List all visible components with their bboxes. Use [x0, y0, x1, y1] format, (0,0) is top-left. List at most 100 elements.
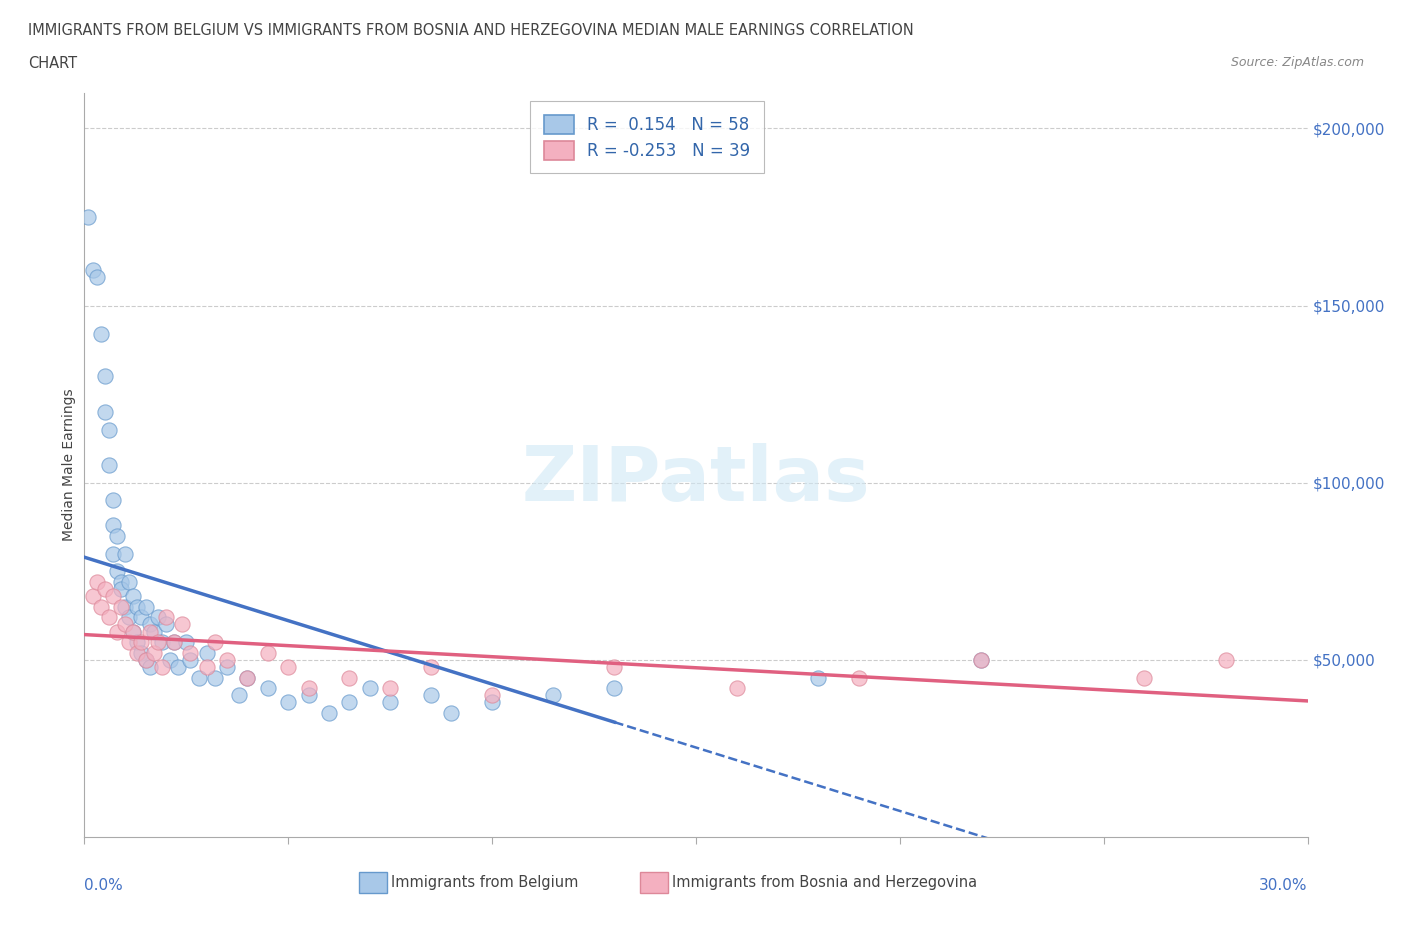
Point	[150, 659, 173, 674]
Point	[77, 209, 100, 224]
Text: IMMIGRANTS FROM BELGIUM VS IMMIGRANTS FROM BOSNIA AND HERZEGOVINA MEDIAN MALE EA: IMMIGRANTS FROM BELGIUM VS IMMIGRANTS FR…	[28, 23, 914, 38]
Point	[105, 564, 128, 578]
Text: CHART: CHART	[28, 56, 77, 71]
Point	[257, 681, 280, 696]
Point	[339, 671, 361, 685]
Point	[236, 671, 259, 685]
Point	[86, 575, 108, 590]
Point	[114, 546, 136, 561]
Point	[481, 695, 503, 710]
Point	[603, 681, 626, 696]
Point	[122, 624, 145, 639]
Point	[142, 645, 165, 660]
Point	[114, 617, 136, 631]
Point	[101, 546, 124, 561]
Point	[127, 599, 149, 614]
Point	[179, 653, 201, 668]
Point	[195, 645, 218, 660]
Point	[110, 575, 132, 590]
Point	[167, 659, 190, 674]
Point	[131, 634, 153, 649]
Point	[1133, 671, 1156, 685]
Point	[110, 599, 132, 614]
Point	[138, 617, 160, 631]
Point	[163, 634, 186, 649]
Point	[90, 599, 112, 614]
Point	[603, 659, 626, 674]
Point	[187, 671, 209, 685]
Point	[131, 610, 153, 625]
Point	[440, 706, 463, 721]
Point	[131, 645, 153, 660]
Point	[257, 645, 280, 660]
Point	[110, 581, 132, 596]
Point	[217, 653, 239, 668]
Point	[970, 653, 993, 668]
Point	[176, 634, 198, 649]
Text: Immigrants from Belgium: Immigrants from Belgium	[391, 875, 578, 890]
Text: Source: ZipAtlas.com: Source: ZipAtlas.com	[1230, 56, 1364, 69]
Point	[101, 518, 124, 533]
Point	[146, 610, 169, 625]
Point	[420, 688, 443, 703]
Point	[228, 688, 250, 703]
Point	[725, 681, 748, 696]
Point	[204, 671, 226, 685]
Point	[298, 681, 321, 696]
Text: 30.0%: 30.0%	[1260, 878, 1308, 893]
Text: ZIPatlas: ZIPatlas	[522, 443, 870, 517]
Point	[380, 695, 402, 710]
Point	[380, 681, 402, 696]
Point	[848, 671, 870, 685]
Point	[159, 653, 181, 668]
Point	[155, 610, 177, 625]
Point	[172, 617, 194, 631]
Point	[135, 599, 157, 614]
Point	[90, 326, 112, 341]
Legend: R =  0.154   N = 58, R = -0.253   N = 39: R = 0.154 N = 58, R = -0.253 N = 39	[530, 101, 763, 173]
Point	[93, 369, 117, 384]
Point	[970, 653, 993, 668]
Point	[127, 645, 149, 660]
Point	[807, 671, 830, 685]
Text: 0.0%: 0.0%	[84, 878, 124, 893]
Point	[155, 617, 177, 631]
Point	[236, 671, 259, 685]
Point	[105, 624, 128, 639]
Point	[138, 659, 160, 674]
Point	[204, 634, 226, 649]
Point	[163, 634, 186, 649]
Point	[93, 581, 117, 596]
Point	[359, 681, 381, 696]
Point	[150, 634, 173, 649]
Point	[277, 695, 299, 710]
Point	[318, 706, 340, 721]
Point	[114, 599, 136, 614]
Point	[82, 262, 104, 277]
Point	[135, 653, 157, 668]
Text: Immigrants from Bosnia and Herzegovina: Immigrants from Bosnia and Herzegovina	[672, 875, 977, 890]
Point	[420, 659, 443, 674]
Point	[146, 634, 169, 649]
Point	[118, 634, 141, 649]
Point	[118, 575, 141, 590]
Point	[86, 270, 108, 285]
Point	[142, 624, 165, 639]
Point	[118, 610, 141, 625]
Point	[481, 688, 503, 703]
Point	[82, 589, 104, 604]
Point	[298, 688, 321, 703]
Point	[277, 659, 299, 674]
Point	[105, 528, 128, 543]
Point	[179, 645, 201, 660]
Point	[97, 458, 120, 472]
Y-axis label: Median Male Earnings: Median Male Earnings	[62, 389, 76, 541]
Point	[1215, 653, 1237, 668]
Point	[97, 610, 120, 625]
Point	[217, 659, 239, 674]
Point	[122, 624, 145, 639]
Point	[339, 695, 361, 710]
Point	[138, 624, 160, 639]
Point	[101, 493, 124, 508]
Point	[97, 422, 120, 437]
